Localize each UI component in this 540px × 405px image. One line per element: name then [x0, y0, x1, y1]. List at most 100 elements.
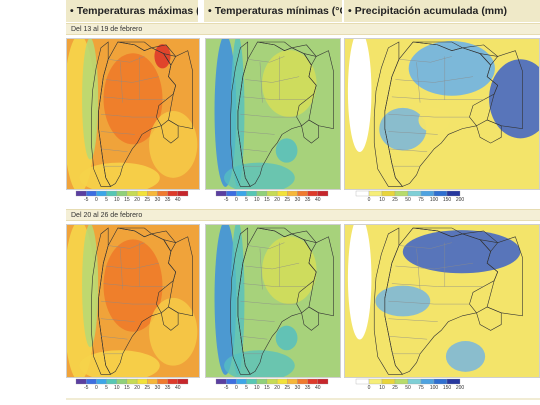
colorbar-tick-label: 25	[144, 197, 151, 203]
colorbar	[215, 378, 329, 385]
map-canvas	[66, 38, 200, 190]
colorbar-swatch	[420, 190, 435, 197]
colorbar-tick-label: 20	[274, 197, 280, 203]
country-outline-bolivia	[413, 42, 462, 51]
province-border	[243, 284, 307, 287]
colorbar-tick-label: 150	[442, 197, 452, 203]
colorbar-swatch	[446, 190, 461, 197]
header-max-temp-text: Temperaturas máximas (°C)	[76, 5, 198, 17]
country-outline-brazil	[480, 51, 522, 129]
country-outline-chile	[374, 228, 402, 374]
colorbar-tick-label: 5	[245, 197, 248, 203]
country-outline-paraguay	[152, 45, 176, 65]
period-label-1: Del 13 al 19 de febrero	[66, 23, 540, 35]
colorbar-swatch	[420, 378, 435, 385]
colorbar-swatch	[355, 190, 370, 197]
bottom-rule	[66, 398, 540, 400]
country-outline-bolivia	[118, 42, 152, 51]
colorbar-swatch	[236, 378, 247, 385]
colorbar-swatch	[226, 378, 237, 385]
colorbar-tick-label: 150	[442, 385, 452, 391]
country-outline-chile	[231, 42, 251, 186]
period-label-2-text: Del 20 al 26 de febrero	[71, 212, 143, 219]
colorbar-tick-label: 0	[234, 385, 238, 391]
dry-center-zone	[418, 107, 450, 133]
field-layer	[66, 38, 198, 190]
colorbar-tick-label: 30	[154, 385, 161, 391]
colorbar-tick-label: 100	[429, 385, 439, 391]
country-outline-bolivia	[258, 228, 292, 237]
province-border	[103, 284, 166, 287]
colorbar-swatch	[394, 378, 409, 385]
north-warm-zone	[262, 236, 317, 305]
andes-cool-zone	[82, 224, 99, 348]
legend-precip-week1: 0 10 25 50 75 100 150 200	[352, 190, 464, 204]
colorbar-swatch	[126, 190, 138, 197]
colorbar-swatch	[368, 190, 383, 197]
colorbar-tick-label: 25	[284, 197, 291, 203]
colorbar-tick-label: -5	[223, 385, 229, 391]
province-border	[240, 149, 267, 152]
country-outline-chile	[231, 228, 251, 374]
colorbar-tick-label: 25	[284, 385, 291, 391]
colorbar-swatch	[381, 190, 396, 197]
colorbar-tick-label: 10	[113, 385, 120, 391]
colorbar-tick-label: -5	[83, 385, 89, 391]
north-warm-zone	[262, 50, 317, 118]
colorbar-swatch	[86, 378, 97, 385]
colorbar-swatch	[215, 378, 227, 385]
province-border	[101, 301, 156, 304]
geography-layer	[374, 228, 522, 374]
province-border	[106, 263, 159, 269]
colorbar-swatch	[297, 190, 308, 197]
province-border	[101, 149, 128, 152]
colorbar-tick-label: 40	[315, 385, 321, 391]
colorbar-tick-label: 10	[253, 385, 260, 391]
province-border	[388, 149, 427, 152]
province-border	[120, 248, 122, 289]
province-border	[260, 248, 262, 289]
province-border	[260, 62, 262, 102]
province-border	[103, 97, 166, 100]
colorbar-swatch	[287, 190, 298, 197]
colorbar-swatch	[394, 190, 409, 197]
colorbar-tick-label: 30	[154, 197, 161, 203]
colorbar-swatch	[75, 378, 87, 385]
colorbar-swatch	[407, 378, 422, 385]
colorbar-swatch	[86, 190, 97, 197]
colorbar-swatch	[246, 378, 257, 385]
geography-layer	[91, 228, 192, 374]
colorbar-tick-label: 10	[113, 197, 120, 203]
colorbar-tick-label: 5	[105, 385, 108, 391]
colorbar-swatch	[307, 190, 318, 197]
map-precip-week1	[344, 38, 540, 190]
wet-north-zone	[408, 41, 495, 96]
colorbar-tick-label: 20	[274, 385, 280, 391]
colorbar-swatch	[96, 378, 107, 385]
map-min-temp-week1	[205, 38, 341, 190]
colorbar-tick-label: 25	[392, 197, 398, 203]
bullet-icon: •	[208, 5, 212, 17]
province-border	[101, 319, 135, 322]
colorbar-tick-label: 20	[134, 385, 140, 391]
colorbar-swatch	[226, 190, 237, 197]
province-border	[388, 301, 469, 304]
colorbar-tick-label: 200	[455, 197, 465, 203]
period-label-1-text: Del 13 al 19 de febrero	[71, 26, 143, 33]
province-border	[101, 132, 135, 135]
province-border	[101, 336, 128, 339]
legend-max-temp-week2: -5 0 5 10 15 20 25 30 35 40	[72, 378, 192, 392]
province-border	[417, 62, 421, 102]
province-border	[240, 132, 274, 135]
colorbar-swatch	[177, 190, 189, 197]
colorbar-swatch	[136, 378, 148, 385]
colorbar-tick-label: 30	[294, 197, 301, 203]
country-outline-paraguay	[152, 231, 176, 251]
geography-layer	[231, 228, 334, 374]
map-frame	[66, 224, 200, 378]
country-outline-bolivia	[258, 42, 292, 51]
country-outline-paraguay	[292, 231, 316, 251]
map-min-temp-week2	[205, 224, 341, 378]
pampas-cool-zone	[275, 325, 298, 351]
